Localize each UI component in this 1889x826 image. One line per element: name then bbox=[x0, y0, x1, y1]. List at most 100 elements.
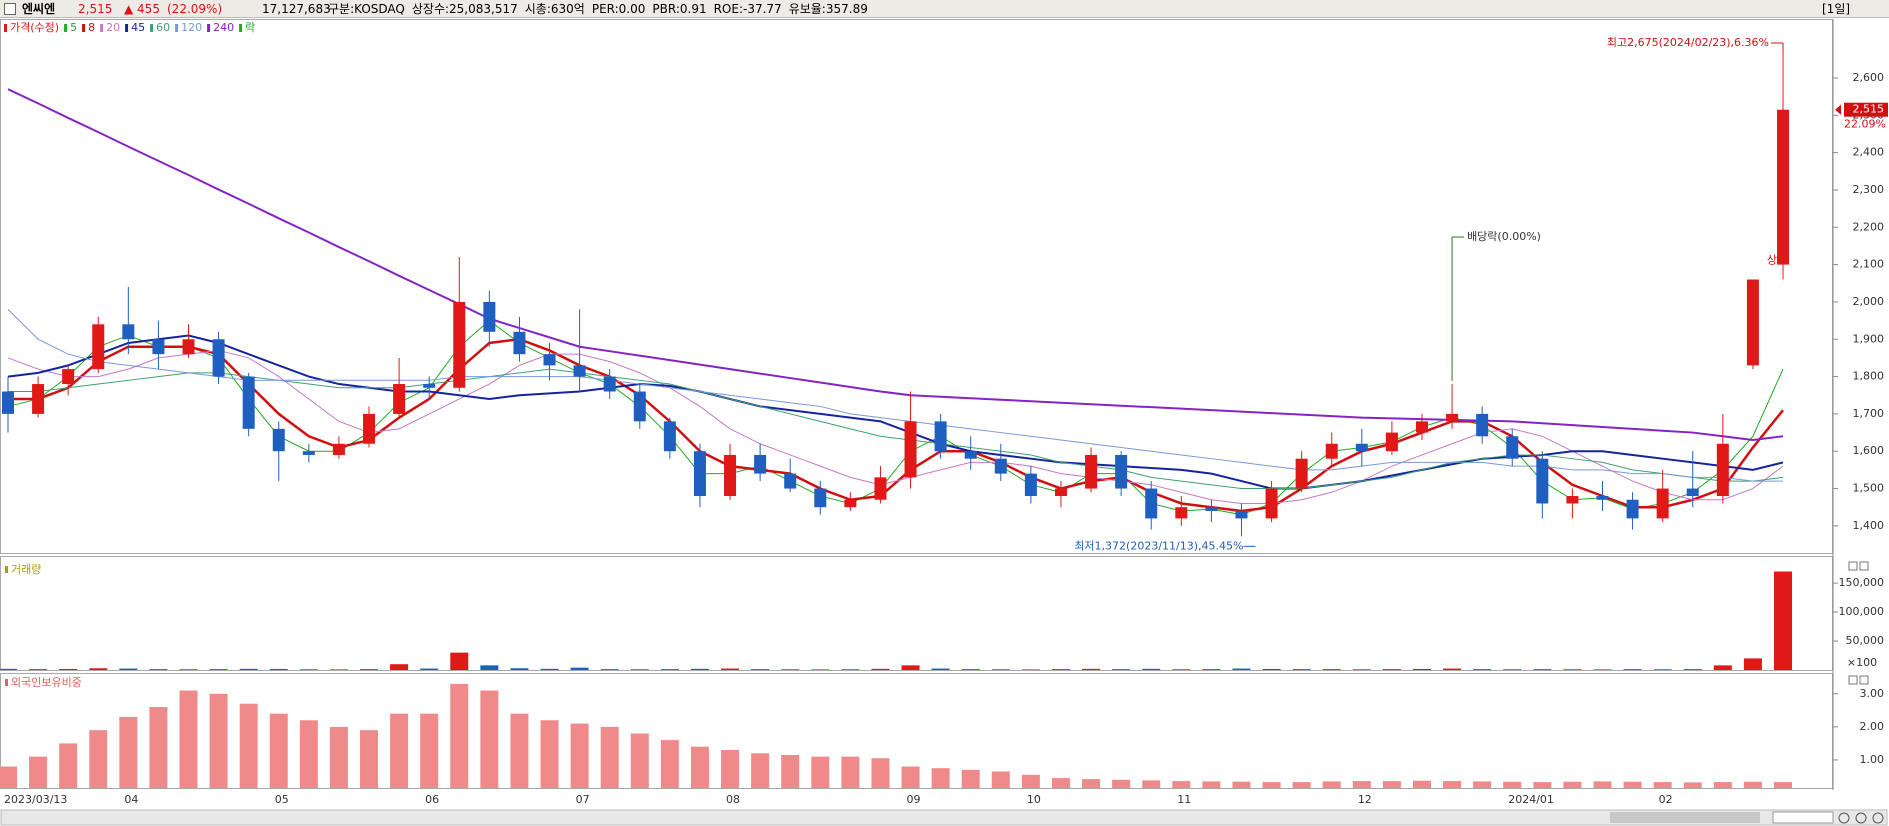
bar bbox=[1262, 782, 1281, 788]
bar bbox=[59, 668, 78, 670]
checkbox[interactable] bbox=[4, 3, 16, 15]
legend-marker bbox=[82, 24, 86, 32]
candle-body bbox=[242, 376, 255, 429]
field: 시총:630억 bbox=[524, 2, 585, 16]
bar bbox=[600, 726, 619, 788]
bar bbox=[721, 668, 740, 670]
bar bbox=[420, 668, 439, 670]
bar bbox=[420, 713, 439, 788]
bar bbox=[1352, 781, 1371, 788]
annotation-high: 최고2,675(2024/02/23),6.36% bbox=[1607, 36, 1769, 49]
y-tick-label: 1,700 bbox=[1853, 407, 1885, 420]
bar bbox=[961, 669, 980, 670]
fields: 구분:KOSDAQ 상장수:25,083,517 시총:630억 PER:0.0… bbox=[328, 0, 868, 18]
bar bbox=[1533, 782, 1552, 788]
bar bbox=[961, 769, 980, 788]
bar bbox=[510, 713, 529, 788]
scrollbar[interactable] bbox=[0, 809, 1888, 826]
annotation-upper: 상 bbox=[1767, 254, 1777, 267]
bar bbox=[209, 693, 228, 788]
bar bbox=[480, 665, 499, 670]
bar bbox=[901, 665, 920, 670]
x-tick-label: 02 bbox=[1659, 793, 1673, 806]
bar bbox=[0, 766, 17, 788]
stock-name: 엔씨엔 bbox=[22, 2, 56, 16]
legend-label: 락 bbox=[245, 21, 255, 34]
y-tick-label: 1,800 bbox=[1853, 370, 1885, 383]
candle-body bbox=[1024, 473, 1037, 497]
bar bbox=[1142, 780, 1161, 788]
candle-body bbox=[32, 384, 45, 414]
price-tag-label: 2,515 bbox=[1853, 103, 1885, 116]
bar bbox=[29, 669, 48, 670]
bar bbox=[1623, 781, 1642, 788]
panel-button[interactable] bbox=[1859, 675, 1869, 685]
zoom-reset[interactable] bbox=[1872, 812, 1884, 824]
candle-body bbox=[272, 428, 285, 452]
bar bbox=[540, 668, 559, 670]
bar bbox=[1623, 669, 1642, 670]
volume-unit: ×100 bbox=[1847, 656, 1877, 669]
bar bbox=[149, 669, 168, 670]
bar bbox=[841, 669, 860, 670]
bar bbox=[630, 733, 649, 788]
legend-label: 60 bbox=[156, 21, 170, 34]
zoom-slider[interactable] bbox=[1772, 811, 1834, 824]
bar bbox=[690, 746, 709, 788]
period[interactable]: [1일] bbox=[1822, 2, 1851, 16]
bar bbox=[269, 668, 288, 670]
bar bbox=[1683, 669, 1702, 670]
bar bbox=[149, 707, 168, 788]
zoom-in[interactable] bbox=[1838, 812, 1850, 824]
field: ROE:-37.77 bbox=[713, 2, 782, 16]
candle-body bbox=[1145, 488, 1158, 519]
bar bbox=[1262, 668, 1281, 670]
candle-body bbox=[483, 301, 496, 332]
candle-body bbox=[934, 421, 947, 452]
zoom-out[interactable] bbox=[1855, 812, 1867, 824]
legend-marker bbox=[125, 24, 129, 32]
moving-average bbox=[7, 334, 1784, 490]
panel-button[interactable] bbox=[1848, 675, 1858, 685]
bar bbox=[781, 754, 800, 788]
bar bbox=[1412, 780, 1431, 788]
bar bbox=[1774, 782, 1792, 788]
x-tick-label: 08 bbox=[726, 793, 740, 806]
bar bbox=[1352, 669, 1371, 670]
candle-body bbox=[1085, 454, 1098, 489]
change: ▲ 455 bbox=[124, 2, 160, 16]
bar bbox=[1082, 668, 1101, 670]
bar bbox=[660, 669, 679, 670]
bar bbox=[239, 703, 258, 788]
bar bbox=[179, 690, 198, 788]
bar bbox=[991, 669, 1010, 670]
y-tick-label: 2,300 bbox=[1853, 183, 1885, 196]
candle-body bbox=[1054, 488, 1067, 497]
bar bbox=[209, 669, 228, 670]
bar bbox=[1172, 781, 1191, 788]
bar bbox=[570, 667, 589, 670]
x-tick-label: 2024/01 bbox=[1508, 793, 1554, 806]
bar bbox=[1051, 778, 1070, 788]
candle-body bbox=[393, 384, 406, 414]
bar bbox=[1382, 781, 1401, 788]
candle-body bbox=[724, 454, 737, 497]
bar bbox=[1382, 669, 1401, 670]
legend-label: 45 bbox=[131, 21, 145, 34]
legend-marker bbox=[64, 24, 68, 32]
legend-label: 240 bbox=[213, 21, 234, 34]
moving-average bbox=[8, 337, 1784, 513]
panel-button[interactable] bbox=[1859, 561, 1869, 571]
y-tick-label: 2,000 bbox=[1853, 295, 1885, 308]
candle-body bbox=[182, 339, 195, 355]
bar bbox=[781, 669, 800, 670]
scroll-thumb[interactable] bbox=[1610, 812, 1760, 823]
legend-marker bbox=[5, 679, 8, 686]
candle-body bbox=[874, 477, 887, 500]
legend-label: 5 bbox=[70, 21, 77, 34]
bar bbox=[1443, 668, 1462, 670]
x-tick-label: 06 bbox=[425, 793, 439, 806]
panel-button[interactable] bbox=[1848, 561, 1858, 571]
